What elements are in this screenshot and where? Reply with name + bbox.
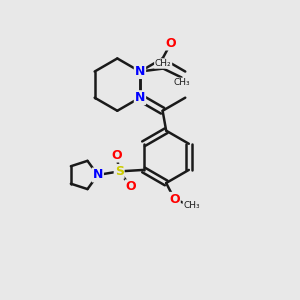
Text: O: O (169, 193, 180, 206)
Text: N: N (93, 169, 103, 182)
Text: O: O (126, 180, 136, 194)
Text: CH₃: CH₃ (183, 201, 200, 210)
Text: S: S (115, 165, 124, 178)
Text: N: N (135, 91, 145, 104)
Text: CH₃: CH₃ (173, 78, 190, 87)
Text: N: N (135, 65, 145, 78)
Text: O: O (166, 37, 176, 50)
Text: CH₂: CH₂ (155, 59, 172, 68)
Text: O: O (112, 148, 122, 162)
